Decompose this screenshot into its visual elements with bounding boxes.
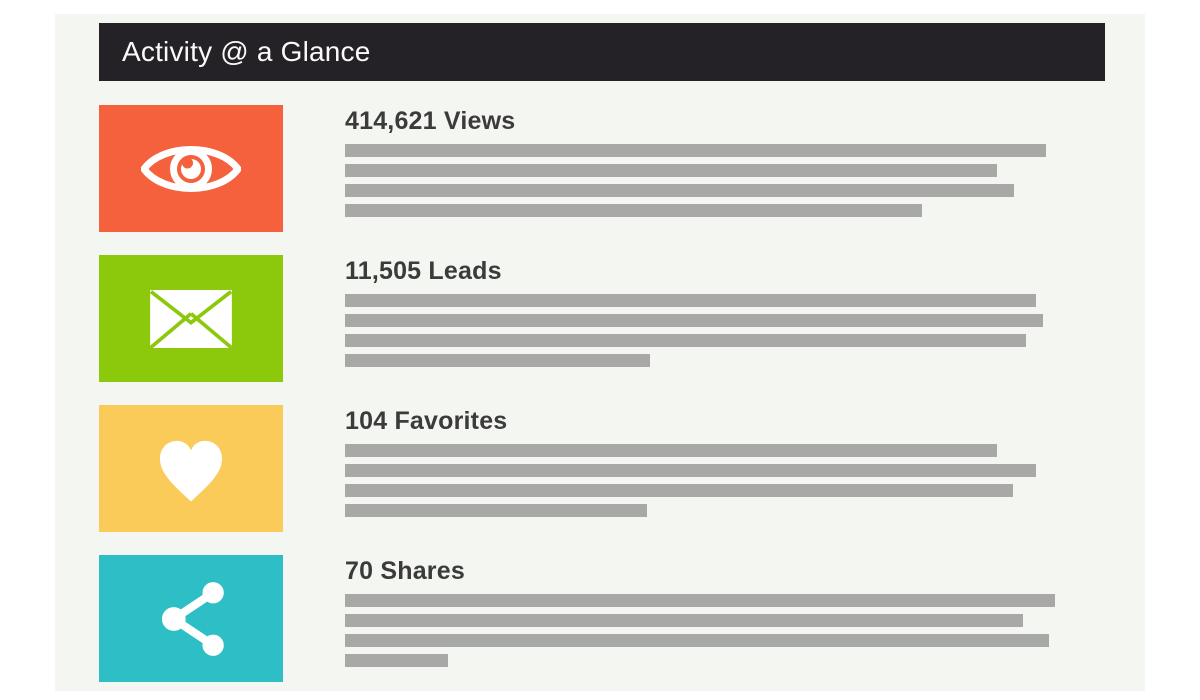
placeholder-bar bbox=[345, 504, 647, 517]
placeholder-bar bbox=[345, 334, 1026, 347]
stat-row-favorites: 104 Favorites bbox=[99, 405, 1109, 532]
leads-count-label: 11,505 Leads bbox=[345, 257, 502, 285]
placeholder-bar bbox=[345, 314, 1043, 327]
panel-header: Activity @ a Glance bbox=[99, 23, 1105, 81]
placeholder-bar bbox=[345, 464, 1036, 477]
stat-row-views: 414,621 Views bbox=[99, 105, 1109, 232]
favorites-tile bbox=[99, 405, 283, 532]
views-placeholder-bars bbox=[345, 144, 1109, 217]
placeholder-bar bbox=[345, 634, 1049, 647]
placeholder-bar bbox=[345, 484, 1013, 497]
share-icon bbox=[161, 581, 224, 656]
favorites-count-label: 104 Favorites bbox=[345, 407, 508, 435]
placeholder-bar bbox=[345, 354, 650, 367]
leads-placeholder-bars bbox=[345, 294, 1109, 367]
placeholder-bar bbox=[345, 614, 1023, 627]
shares-count-label: 70 Shares bbox=[345, 557, 465, 585]
placeholder-bar bbox=[345, 164, 997, 177]
eye-icon bbox=[141, 145, 241, 192]
panel-title: Activity @ a Glance bbox=[122, 36, 371, 67]
placeholder-bar bbox=[345, 184, 1014, 197]
placeholder-bar bbox=[345, 204, 922, 217]
placeholder-bar bbox=[345, 654, 448, 667]
stat-rows: 414,621 Views 11,505 Leads bbox=[99, 105, 1109, 682]
placeholder-bar bbox=[345, 444, 997, 457]
activity-panel: Activity @ a Glance 414,621 Views bbox=[55, 14, 1145, 691]
heart-icon bbox=[159, 440, 223, 502]
favorites-placeholder-bars bbox=[345, 444, 1109, 517]
views-count-label: 414,621 Views bbox=[345, 107, 516, 135]
views-tile bbox=[99, 105, 283, 232]
placeholder-bar bbox=[345, 594, 1055, 607]
shares-tile bbox=[99, 555, 283, 682]
stat-row-leads: 11,505 Leads bbox=[99, 255, 1109, 382]
placeholder-bar bbox=[345, 144, 1046, 157]
stat-row-shares: 70 Shares bbox=[99, 555, 1109, 682]
leads-tile bbox=[99, 255, 283, 382]
envelope-icon bbox=[150, 289, 232, 348]
placeholder-bar bbox=[345, 294, 1036, 307]
shares-placeholder-bars bbox=[345, 594, 1109, 667]
